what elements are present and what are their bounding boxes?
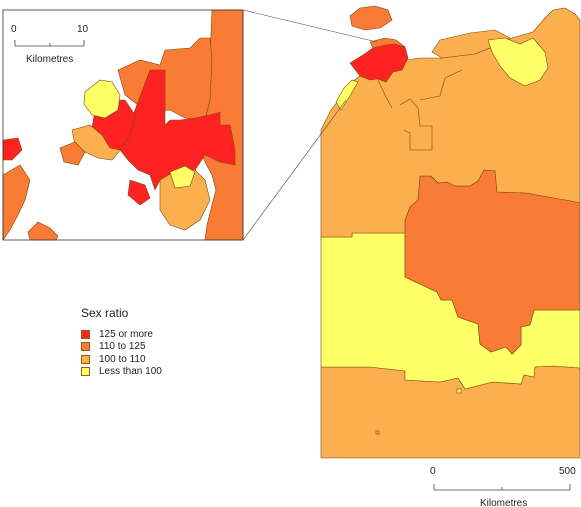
inset-scale-start: 0 <box>11 24 17 35</box>
legend-item: 125 or more <box>81 328 162 340</box>
legend-label: 100 to 110 <box>99 353 146 365</box>
legend-swatch-low <box>81 367 90 377</box>
main-scale-unit: Kilometres <box>480 498 527 507</box>
legend-label: 110 to 125 <box>99 341 146 353</box>
inset-scale-bar <box>14 40 85 47</box>
inset-region-west-upper <box>2 164 31 241</box>
region-enclave <box>375 430 380 435</box>
legend-label: 125 or more <box>99 328 153 340</box>
legend-item: Less than 100 <box>81 366 162 378</box>
inset-leader-lines <box>242 9 378 241</box>
main-scale-end: 500 <box>559 466 576 477</box>
main-scale-bar <box>433 484 571 491</box>
legend-item: 100 to 110 <box>81 353 162 365</box>
region-enclave-2 <box>456 388 462 394</box>
legend-swatch-upper <box>81 342 90 352</box>
legend: Sex ratio 125 or more 110 to 125 100 to … <box>81 306 162 378</box>
inset-scale-unit: Kilometres <box>26 54 73 65</box>
main-scale-start: 0 <box>430 466 436 477</box>
legend-swatch-mid <box>81 354 90 364</box>
inset-scale-end: 10 <box>77 24 89 35</box>
legend-swatch-high <box>81 329 90 339</box>
inset-region-coast-low <box>83 79 121 119</box>
legend-title: Sex ratio <box>81 306 129 320</box>
region-ne-coast-low <box>487 37 549 87</box>
inset-region-peninsula-high <box>127 179 151 206</box>
inset-region-coast-upper <box>59 141 86 166</box>
main-map <box>320 5 581 459</box>
region-west-coast-low <box>335 79 359 111</box>
legend-item: 110 to 125 <box>81 341 162 353</box>
region-tiwi <box>349 5 393 31</box>
region-darwin-upper <box>369 37 406 49</box>
inset-frame <box>2 9 244 241</box>
inset-map <box>2 9 244 241</box>
inset-region-east-high <box>119 69 236 191</box>
legend-label: Less than 100 <box>99 366 162 378</box>
inset-region-south-low <box>169 165 196 189</box>
